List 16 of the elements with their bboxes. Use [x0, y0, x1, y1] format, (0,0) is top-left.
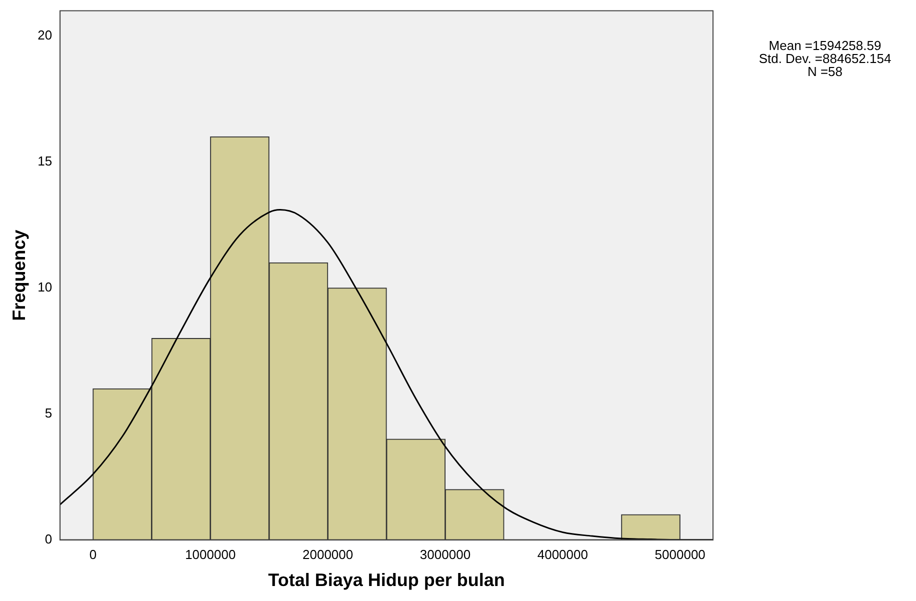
text: Std. Dev. =884652.154: [758, 51, 892, 66]
x-tick-label: 1000000: [185, 547, 236, 562]
y-tick-label: 10: [38, 279, 52, 294]
y-tick-label: 0: [44, 531, 52, 546]
y-tick-label: 5: [44, 405, 52, 420]
text: N =58: [807, 64, 843, 80]
text: Mean =1594258.59: [768, 38, 882, 54]
x-tick-label: 2000000: [302, 547, 354, 562]
x-tick-label: 4000000: [537, 547, 588, 562]
x-tick-label: 5000000: [654, 547, 706, 562]
x-tick-label: 0: [89, 547, 97, 562]
y-tick-label: 15: [38, 154, 52, 169]
y-tick-label: 20: [38, 28, 52, 43]
x-axis-title: Total Biaya Hidup per bulan: [268, 570, 505, 590]
x-tick-label: 3000000: [420, 547, 471, 562]
y-axis-title: Frequency: [8, 230, 29, 321]
